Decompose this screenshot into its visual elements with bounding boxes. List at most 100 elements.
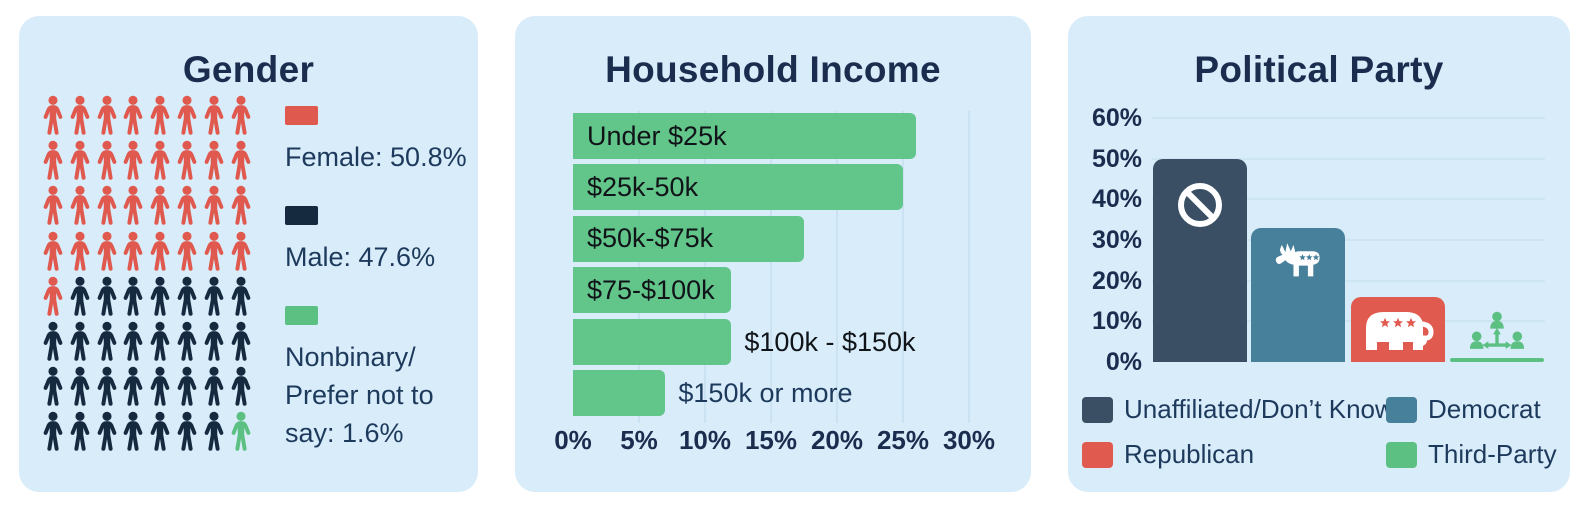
person-icon-cell: [174, 365, 200, 407]
person-icon-cell: [228, 184, 254, 226]
person-icon: [70, 321, 90, 361]
gridline: [1152, 279, 1545, 282]
party-title: Political Party: [1194, 49, 1444, 90]
person-icon-cell: [201, 139, 227, 181]
person-icon: [177, 276, 197, 316]
income-bar: $25k-50k: [573, 164, 903, 211]
person-icon-cell: [174, 94, 200, 136]
person-icon: [150, 140, 170, 180]
x-tick-label: 25%: [876, 425, 930, 455]
person-icon: [231, 186, 250, 226]
party-bar: [1153, 158, 1247, 362]
person-icon-cell: [94, 320, 120, 362]
people-network-icon-holder: [1450, 310, 1544, 355]
person-icon-cell: [94, 275, 120, 317]
person-icon: [204, 231, 224, 271]
legend-label: Republican: [1124, 439, 1255, 469]
y-tick-label: 40%: [1091, 185, 1142, 214]
person-icon: [231, 276, 250, 316]
income-bar-label: Under $25k: [587, 120, 727, 151]
legend-item: Democrat: [1386, 394, 1557, 425]
legend-swatch: [285, 106, 318, 125]
income-bar: $75-$100k: [573, 267, 732, 314]
income-bar: [573, 370, 666, 416]
person-icon: [150, 186, 170, 226]
person-icon: [43, 321, 63, 361]
legend-label: Democrat: [1428, 394, 1541, 424]
person-icon-cell: [40, 230, 66, 272]
gender-title: Gender: [182, 49, 315, 90]
person-icon-cell: [228, 275, 254, 317]
person-icon: [124, 95, 143, 135]
party-bar: [1251, 227, 1345, 362]
x-tick-label: 20%: [810, 425, 864, 455]
person-icon: [97, 321, 116, 361]
gridline: [836, 111, 838, 423]
income-title: Household Income: [605, 49, 941, 90]
gridline: [1152, 116, 1545, 119]
gender-legend: Female: 50.8% Male: 47.6% Nonbinary/ Prefe…: [285, 106, 480, 482]
income-bar-label: $75-$100k: [587, 274, 715, 305]
income-bar: Under $25k: [573, 113, 917, 159]
person-icon: [124, 321, 143, 361]
person-icon-cell: [174, 184, 200, 226]
party-legend: Unaffiliated/Don’t Know Democrat Republica…: [1082, 394, 1557, 470]
person-icon-cell: [40, 94, 66, 136]
person-icon-cell: [174, 230, 200, 272]
person-icon-cell: [174, 275, 200, 317]
person-icon-cell: [174, 320, 200, 362]
person-icon: [70, 412, 90, 452]
person-icon: [70, 95, 90, 135]
person-icon-cell: [201, 365, 227, 407]
legend-item: Female: 50.8%: [285, 106, 480, 176]
legend-item: Male: 47.6%: [285, 206, 480, 276]
person-icon: [177, 231, 197, 271]
party-bar: [1450, 357, 1544, 362]
person-icon-cell: [174, 139, 200, 181]
person-icon: [231, 321, 250, 361]
person-icon: [124, 366, 143, 406]
legend-swatch: [1082, 441, 1113, 468]
person-icon-cell: [228, 230, 254, 272]
income-bar-chart: Under $25k $25k-50k $50k-$75k $75-$100k $100…: [515, 16, 1031, 492]
income-bar-label: $100k - $150k: [744, 326, 916, 357]
person-icon: [43, 276, 63, 316]
donkey-icon: [1275, 242, 1320, 277]
elephant-icon-holder: [1351, 304, 1445, 356]
person-icon: [97, 186, 116, 226]
elephant-icon: [1366, 311, 1434, 350]
person-icon: [177, 95, 197, 135]
person-icon: [97, 276, 116, 316]
person-icon: [150, 231, 170, 271]
donkey-icon-holder: [1251, 241, 1345, 283]
person-icon-cell: [94, 139, 120, 181]
x-tick-label: 30%: [942, 425, 996, 455]
person-icon-cell: [147, 139, 173, 181]
person-icon: [70, 140, 90, 180]
person-icon: [204, 412, 224, 452]
person-icon-cell: [120, 94, 146, 136]
person-icon-cell: [120, 410, 146, 452]
legend-item: Republican: [1082, 439, 1386, 470]
person-icon: [124, 412, 143, 452]
person-icon-cell: [201, 94, 227, 136]
y-tick-label: 60%: [1091, 103, 1142, 132]
legend-item: Third-Party: [1386, 439, 1557, 470]
person-icon: [204, 276, 224, 316]
person-icon: [43, 140, 63, 180]
person-icon: [97, 95, 116, 135]
person-icon: [124, 231, 143, 271]
person-icon-cell: [40, 365, 66, 407]
person-icon-cell: [94, 230, 120, 272]
legend-label: Unaffiliated/Don’t Know: [1124, 394, 1394, 424]
legend-label: Nonbinary/ Prefer not to say: 1.6%: [285, 342, 434, 448]
person-icon-cell: [67, 94, 93, 136]
gridline: [638, 111, 640, 423]
y-tick-label: 10%: [1091, 307, 1142, 336]
person-icon: [124, 276, 143, 316]
person-icon-cell: [147, 410, 173, 452]
person-icon: [150, 95, 170, 135]
person-icon-cell: [147, 230, 173, 272]
gridline: [968, 111, 970, 423]
person-icon-cell: [40, 139, 66, 181]
